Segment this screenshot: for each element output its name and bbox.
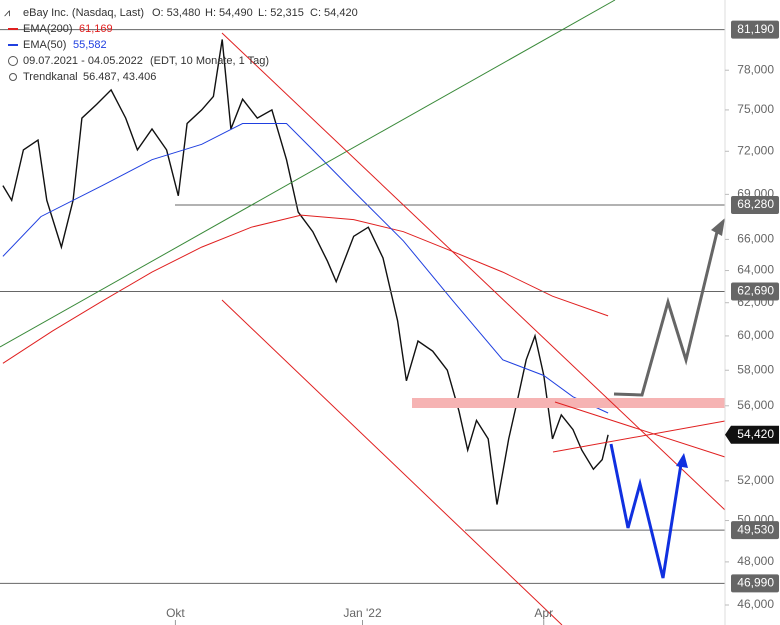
y-tick-label: 78,000 [737,62,774,76]
low: L: 52,315 [258,7,304,19]
series-line [2,39,609,505]
resistance-zone [412,398,725,408]
level-label: 81,190 [737,22,774,36]
level-label: 68,280 [737,197,774,211]
y-tick-label: 66,000 [737,232,774,246]
y-tick-label: 75,000 [737,102,774,116]
legend-title: eBay Inc. (Nasdaq, Last) [23,7,144,19]
level-box [731,20,779,39]
series-line [2,214,609,364]
level-label: 62,690 [737,284,774,298]
trend-channel-lower [221,299,563,625]
triangle-line [554,401,726,458]
channel-name: Trendkanal [23,71,78,83]
open: O: 53,480 [152,7,200,19]
trend-channel-upper [221,32,726,511]
legend-label: EMA(200) [23,23,73,35]
arrowhead [711,218,725,236]
level-box [731,282,779,301]
icon: ⩘ [4,7,10,19]
y-tick-label: 64,000 [737,263,774,277]
level-box [731,521,779,540]
level-label: 49,530 [737,522,774,536]
trend-line [0,0,616,348]
arrowhead [676,453,688,468]
y-axis: 46,00048,00050,00052,00056,00058,00060,0… [166,20,779,625]
y-tick-label: 60,000 [737,328,774,342]
level-box [731,195,779,214]
channel-label: 56.487, 43.406 [83,71,156,83]
x-tick-label: Apr [534,606,553,620]
y-tick-label: 72,000 [737,143,774,157]
y-tick-label: 56,000 [737,398,774,412]
period: 09.07.2021 - 04.05.2022 [23,55,143,67]
period-note: (EDT, 10 Monate, 1 Tag) [150,55,269,67]
clock-icon [8,56,18,66]
close: C: 54,420 [310,7,358,19]
y-tick-label: 46,000 [737,597,774,611]
legend: ⩘ eBay Inc. (Nasdaq, Last) O: 53,480 H: … [4,7,358,83]
triangle-line [552,420,726,453]
plot-area [0,29,725,584]
x-tick-label: Jan '22 [343,606,382,620]
channel-icon [9,73,17,81]
scenario-arrow-up [613,231,719,397]
legend-value: 55,582 [73,39,107,51]
legend-label: EMA(50) [23,39,66,51]
last-price-box [725,425,779,444]
series-line [2,123,609,414]
y-tick-label: 58,000 [737,362,774,376]
x-tick-label: Okt [166,606,185,620]
level-box [731,574,779,593]
last-price-label: 54,420 [737,427,774,441]
y-tick-label: 52,000 [737,473,774,487]
scenario-arrow-down [609,443,683,579]
legend-value: 61,169 [79,23,113,35]
level-label: 46,990 [737,576,774,590]
high: H: 54,490 [205,7,253,19]
y-tick-label: 48,000 [737,554,774,568]
